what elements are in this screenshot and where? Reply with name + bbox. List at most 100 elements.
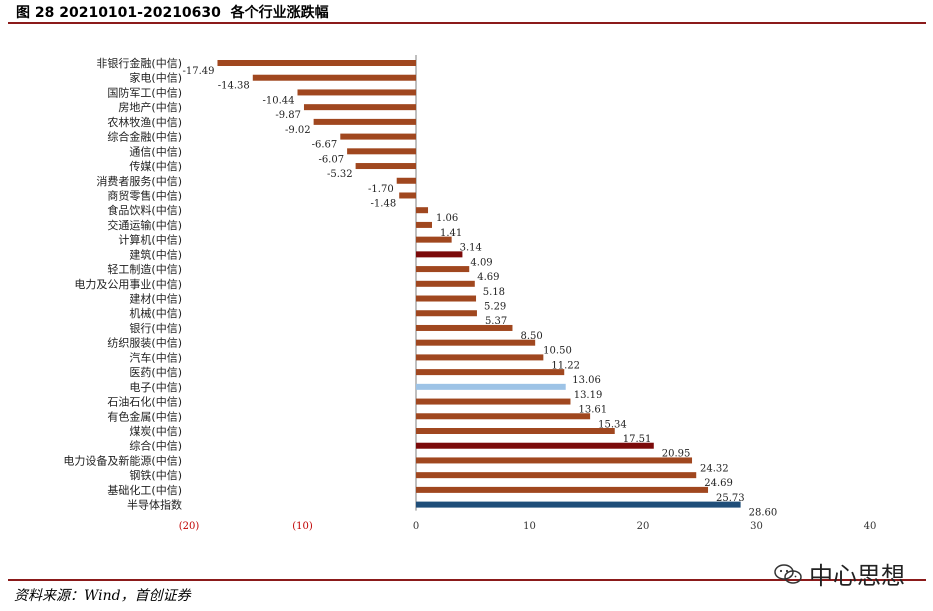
category-label: 石油石化(中信): [107, 395, 182, 409]
x-tick-label: (20): [179, 521, 200, 532]
bar: [416, 236, 452, 243]
bar: [355, 163, 416, 170]
category-label: 汽车(中信): [129, 350, 182, 364]
bar: [416, 428, 615, 434]
x-tick-label: 40: [864, 521, 877, 532]
bar: [416, 207, 429, 214]
data-label: 13.61: [578, 405, 607, 416]
category-label: 食品饮料(中信): [107, 203, 182, 217]
data-label: 5.37: [485, 316, 507, 327]
category-label: 非银行金融(中信): [96, 56, 182, 70]
data-label: 5.18: [483, 287, 505, 298]
bar: [416, 442, 654, 449]
bar: [399, 192, 416, 199]
x-tick-label: 20: [637, 521, 650, 532]
bar: [416, 354, 544, 361]
category-label: 建材(中信): [129, 292, 182, 306]
data-label: 13.19: [574, 390, 603, 401]
category-label: 基础化工(中信): [107, 483, 182, 497]
bar: [416, 472, 697, 479]
category-label: 机械(中信): [129, 306, 182, 320]
data-label: -9.02: [285, 125, 311, 136]
category-label: 计算机(中信): [118, 233, 182, 247]
category-label: 商贸零售(中信): [107, 188, 182, 202]
data-label: 4.09: [470, 257, 492, 268]
category-label: 交通运输(中信): [107, 218, 182, 232]
category-label: 煤炭(中信): [129, 425, 182, 438]
bar: [340, 133, 416, 140]
category-label: 电力及公用事业(中信): [74, 278, 182, 291]
category-label: 综合金融(中信): [107, 130, 182, 144]
bar: [416, 339, 536, 346]
category-label: 通信(中信): [129, 145, 182, 158]
figure-title: 图 28 20210101-20210630 各个行业涨跌幅: [16, 5, 329, 21]
bar: [416, 501, 741, 508]
bar: [416, 413, 591, 420]
category-label: 传媒(中信): [129, 160, 182, 173]
data-label: -1.48: [371, 198, 397, 209]
data-label: 5.29: [484, 302, 506, 313]
category-label: 国防军工(中信): [107, 85, 182, 99]
bar: [416, 280, 475, 287]
bar: [416, 295, 477, 302]
category-label: 电力设备及新能源(中信): [63, 453, 182, 467]
category-label: 半导体指数: [127, 498, 182, 512]
bar: [416, 369, 565, 376]
bar: [416, 266, 470, 273]
x-tick-label: (10): [292, 521, 313, 532]
bar: [416, 398, 571, 405]
data-label: 11.22: [551, 360, 580, 371]
data-label: 17.51: [623, 434, 652, 445]
bar: [217, 60, 416, 66]
wechat-icon: [774, 563, 802, 584]
bar: [416, 486, 709, 493]
category-label: 银行(中信): [129, 321, 182, 335]
category-label: 轻工制造(中信): [107, 262, 182, 276]
data-label: 13.06: [572, 375, 601, 386]
data-label: 8.50: [520, 331, 542, 342]
watermark-text: 中心思想: [809, 562, 905, 590]
bar: [303, 104, 416, 111]
category-label: 消费者服务(中信): [96, 174, 182, 188]
bar: [416, 251, 463, 258]
data-label: -9.87: [275, 110, 301, 121]
data-label: 4.69: [477, 272, 499, 283]
category-label: 纺织服装(中信): [107, 336, 182, 350]
bar: [396, 177, 416, 184]
title-bar: 图 28 20210101-20210630 各个行业涨跌幅: [8, 0, 928, 22]
bar: [347, 148, 416, 155]
data-label: -14.38: [218, 81, 250, 92]
category-label: 综合(中信): [129, 439, 182, 453]
x-tick-label: 0: [413, 521, 419, 532]
bar: [297, 89, 416, 96]
x-tick-label: 10: [523, 521, 536, 532]
category-label: 有色金属(中信): [107, 409, 182, 423]
data-label: -1.70: [368, 184, 394, 195]
data-label: -6.67: [312, 140, 338, 151]
data-label: 20.95: [662, 449, 691, 460]
bar: [416, 221, 433, 228]
x-tick-label: 30: [750, 521, 763, 532]
source-note: 资料来源：Wind，首创证券: [14, 588, 191, 604]
data-label: -6.07: [318, 154, 344, 165]
bar: [416, 383, 566, 390]
data-label: 10.50: [543, 346, 572, 357]
data-label: 28.60: [749, 508, 778, 519]
data-label: 25.73: [716, 493, 745, 504]
bar: [416, 310, 477, 317]
top-rule: [8, 22, 926, 24]
data-label: 1.41: [440, 228, 462, 239]
category-label: 房地产(中信): [118, 100, 182, 114]
data-label: -5.32: [327, 169, 353, 180]
bar: [252, 74, 416, 81]
bottom-rule: [8, 579, 926, 581]
watermark: 中心思想: [773, 556, 905, 591]
category-label: 钢铁(中信): [129, 469, 182, 482]
category-label: 农林牧渔(中信): [107, 115, 182, 129]
data-label: 24.69: [704, 478, 733, 489]
bar: [313, 118, 416, 125]
data-label: 1.06: [436, 213, 458, 224]
data-label: -17.49: [182, 66, 214, 77]
category-label: 家电(中信): [129, 71, 182, 85]
